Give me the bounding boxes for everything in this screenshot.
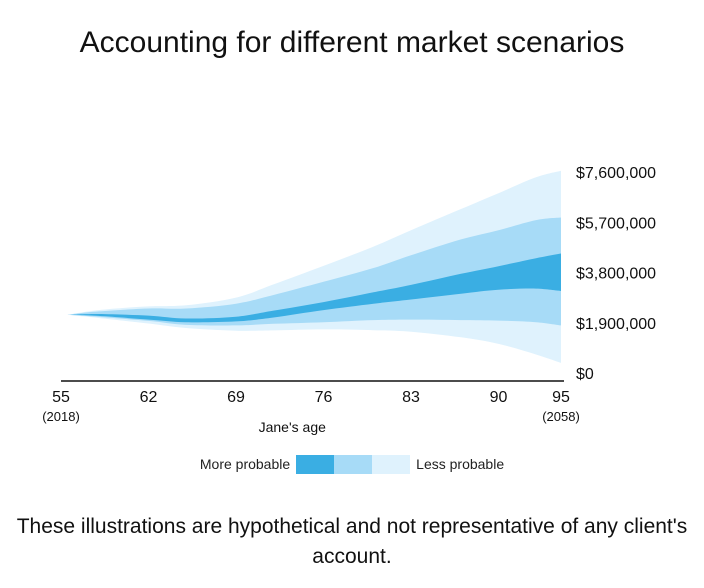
x-axis-label: Jane's age (259, 419, 326, 435)
legend-less-probable: Less probable (416, 456, 505, 472)
x-tick-label: 69 (227, 389, 245, 406)
legend-swatches (296, 454, 411, 474)
legend-swatch-medium (334, 454, 373, 474)
y-tick-label: $0 (576, 366, 594, 383)
probability-bands (67, 170, 562, 363)
legend-more-probable: More probable (199, 456, 291, 472)
x-tick-label: 95 (552, 389, 570, 406)
x-tick-label: 76 (315, 389, 333, 406)
x-tick-sublabel: (2018) (42, 409, 80, 424)
chart-title: Accounting for different market scenario… (79, 26, 625, 59)
x-tick-label: 83 (402, 389, 420, 406)
y-tick-label: $3,800,000 (576, 266, 656, 283)
y-tick-label: $7,600,000 (576, 165, 656, 182)
x-tick-label: 62 (140, 389, 158, 406)
y-tick-label: $1,900,000 (576, 316, 656, 333)
disclaimer: These illustrations are hypothetical and… (16, 515, 688, 568)
y-axis-ticks: $0 $1,900,000 $3,800,000 $5,700,000 $7,600,0… (576, 165, 656, 383)
y-tick-label: $5,700,000 (576, 215, 656, 232)
band-inner-more-probable (67, 253, 562, 323)
band-middle (67, 217, 562, 326)
x-tick-sublabel: (2058) (542, 409, 580, 424)
legend-swatch-light (372, 454, 411, 474)
x-tick-label: 90 (490, 389, 508, 406)
legend: More probable Less probable (0, 454, 704, 474)
x-tick-label: 55 (52, 389, 70, 406)
fan-chart: 55(2018)62 69 76 83 90 95(2058) $0$1,900,000$… (42, 165, 656, 435)
legend-swatch-dark (296, 454, 335, 474)
x-axis-ticks: 55 (2018) 62 69 76 83 90 95 (2058) (42, 389, 580, 424)
